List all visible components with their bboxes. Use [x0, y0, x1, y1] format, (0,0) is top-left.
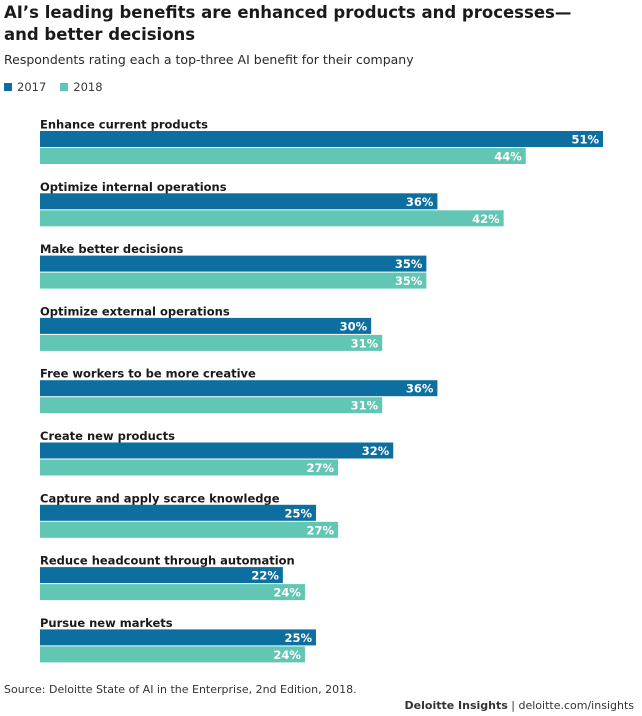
value-label-2017: 25% — [284, 631, 312, 645]
value-label-2017: 25% — [284, 506, 312, 520]
legend-item-2018: 2018 — [60, 80, 103, 94]
footer-credit: Deloitte Insights | deloitte.com/insight… — [405, 699, 634, 712]
bar-group-capture-and-apply-scarce-knowledge: Capture and apply scarce knowledge 25% 27% — [40, 491, 339, 538]
value-label-2018: 42% — [472, 212, 500, 226]
value-label-2018: 35% — [395, 274, 423, 288]
bar-group-enhance-current-products: Enhance current products 51% 44% — [40, 118, 603, 164]
brand-name: Deloitte Insights — [404, 699, 508, 712]
value-label-2018: 44% — [494, 150, 522, 164]
legend-swatch-2018 — [60, 83, 69, 91]
legend-label-2017: 2017 — [17, 80, 47, 94]
bar-2017 — [40, 131, 603, 147]
bar-2018 — [40, 521, 339, 538]
site-link[interactable]: deloitte.com/insights — [518, 699, 635, 712]
credit-separator: | — [507, 699, 519, 712]
legend-swatch-2017 — [4, 83, 12, 91]
value-label-2018: 27% — [307, 523, 335, 537]
value-label-2017: 32% — [362, 444, 390, 458]
value-label-2018: 24% — [273, 586, 301, 600]
bar-2017 — [40, 629, 316, 646]
category-label: Make better decisions — [40, 242, 184, 256]
bar-2018 — [40, 397, 383, 414]
bar-2017 — [40, 380, 438, 397]
value-label-2017: 35% — [395, 257, 423, 271]
bar-2017 — [40, 567, 283, 584]
bar-2017 — [40, 255, 427, 272]
bar-group-free-workers-to-be-more-creative: Free workers to be more creative 36% 31% — [40, 367, 438, 414]
legend-label-2018: 2018 — [73, 80, 103, 94]
bar-2018 — [40, 334, 383, 351]
bar-2017 — [40, 193, 438, 210]
bar-2017 — [40, 442, 394, 459]
source-note: Source: Deloitte State of AI in the Ente… — [4, 683, 357, 696]
value-label-2017: 30% — [340, 319, 368, 333]
value-label-2018: 31% — [351, 336, 379, 350]
bar-2018 — [40, 646, 305, 663]
category-label: Create new products — [40, 429, 175, 443]
bar-group-optimize-internal-operations: Optimize internal operations 36% 42% — [40, 180, 504, 227]
category-label: Optimize external operations — [40, 304, 230, 318]
bar-group-create-new-products: Create new products 32% 27% — [40, 429, 394, 476]
bar-2018 — [40, 148, 526, 164]
bar-2018 — [40, 210, 504, 227]
value-label-2018: 24% — [273, 648, 301, 662]
value-label-2017: 36% — [406, 195, 434, 209]
value-label-2018: 27% — [307, 461, 335, 475]
value-label-2017: 22% — [251, 569, 279, 583]
value-label-2017: 36% — [406, 382, 434, 396]
value-label-2018: 31% — [351, 399, 379, 413]
bar-2017 — [40, 317, 372, 334]
bar-group-optimize-external-operations: Optimize external operations 30% 31% — [40, 304, 383, 351]
legend: 2017 2018 — [4, 80, 103, 94]
bar-2018 — [40, 459, 339, 476]
chart-title-line-1: AI’s leading benefits are enhanced produ… — [4, 3, 572, 22]
chart-title-line-2: and better decisions — [4, 25, 196, 44]
category-label: Optimize internal operations — [40, 180, 227, 194]
category-label: Capture and apply scarce knowledge — [40, 491, 280, 505]
chart-title: AI’s leading benefits are enhanced produ… — [4, 2, 634, 46]
bar-group-pursue-new-markets: Pursue new markets 25% 24% — [40, 616, 316, 663]
bar-2017 — [40, 504, 316, 521]
legend-item-2017: 2017 — [4, 80, 46, 94]
category-label: Enhance current products — [40, 118, 208, 132]
bar-2018 — [40, 272, 427, 289]
value-label-2017: 51% — [571, 133, 599, 147]
category-label: Free workers to be more creative — [40, 367, 256, 381]
bar-group-make-better-decisions: Make better decisions 35% 35% — [40, 242, 427, 289]
category-label: Reduce headcount through automation — [40, 554, 295, 568]
category-label: Pursue new markets — [40, 616, 173, 630]
chart-subtitle: Respondents rating each a top-three AI b… — [4, 52, 414, 67]
bar-2018 — [40, 584, 305, 601]
